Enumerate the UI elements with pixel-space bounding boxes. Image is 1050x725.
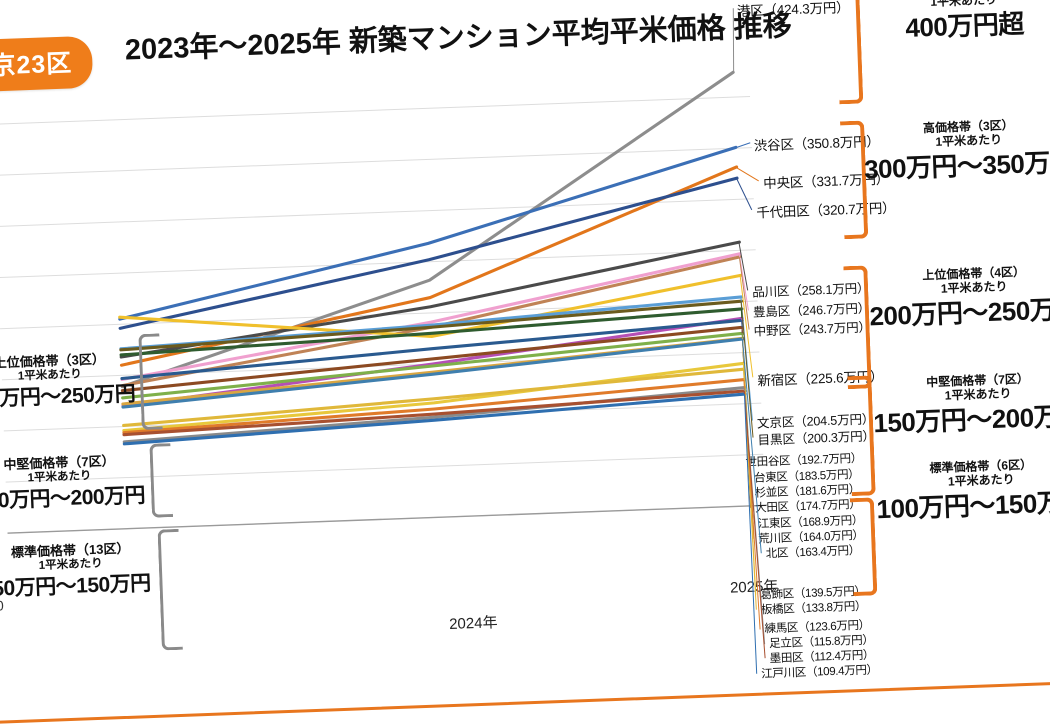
series-label-千代田区: 千代田区（320.7万円） bbox=[756, 196, 896, 221]
left-tier-caption-middle: 中堅価格帯（7区） 1平米あたり 150万円～200万円 bbox=[0, 452, 147, 516]
left-tier-caption-standard: 標準価格帯（13区） 1平米あたり 50万円～150万円 bbox=[0, 540, 160, 604]
series-line-0 bbox=[112, 72, 744, 386]
tier-caption-high: 高価格帯（3区） 1平米あたり 300万円～350万円 bbox=[858, 116, 1050, 186]
tier-range: 50万円～150万円 bbox=[0, 570, 160, 604]
tier-range: 150万円～200万円 bbox=[869, 399, 1050, 440]
series-label-江戸川区: 江戸川区（109.4万円） bbox=[761, 661, 878, 681]
series-label-板橋区: 板橋区（133.8万円） bbox=[761, 598, 867, 618]
tier-range: 400万円超 bbox=[859, 6, 1050, 46]
tier-caption-top: 最上位価格帯 1平米あたり 400万円超 bbox=[858, 0, 1050, 46]
chart-series-lines bbox=[112, 72, 746, 444]
series-label-港区: 港区（424.3万円） bbox=[736, 0, 849, 20]
x-tick-2024: 2024年 bbox=[449, 611, 498, 634]
tier-range: 300万円～350万円 bbox=[859, 145, 1050, 186]
tier-range: 100万円～150万円 bbox=[872, 485, 1050, 526]
bracket-left-middle bbox=[149, 443, 173, 518]
tier-caption-standard: 標準価格帯（6区） 1平米あたり 100万円～150万円 bbox=[871, 455, 1050, 525]
tier-caption-middle: 中堅価格帯（7区） 1平米あたり 150万円～200万円 bbox=[867, 369, 1050, 439]
tier-caption-upper: 上位価格帯（4区） 1平米あたり 200万円～250万円 bbox=[863, 263, 1050, 333]
tier-range: 200万円～250万円 bbox=[865, 292, 1050, 333]
series-label-北区: 北区（163.4万円） bbox=[765, 542, 860, 561]
left-tier-caption-upper: 上位価格帯（3区） 1平米あたり 200万円～250万円 bbox=[0, 350, 137, 414]
bracket-left-upper bbox=[138, 333, 163, 430]
